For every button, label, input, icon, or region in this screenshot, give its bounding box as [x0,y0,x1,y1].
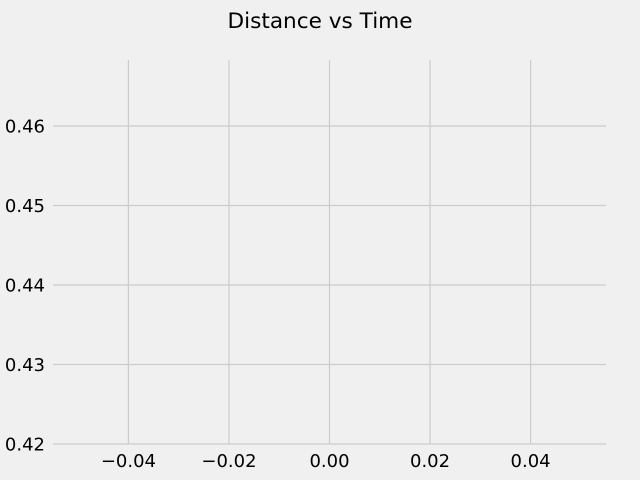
x-tick-label: 0.04 [511,451,551,472]
y-tick-label: 0.45 [5,196,45,217]
y-tick-label: 0.44 [5,275,45,296]
y-axis-ticks: 0.42 0.43 0.44 0.45 0.46 [5,116,45,455]
y-tick-label: 0.42 [5,435,45,456]
x-tick-label: −0.02 [201,451,256,472]
y-tick-label: 0.43 [5,355,45,376]
x-tick-label: 0.02 [410,451,450,472]
x-tick-label: 0.00 [309,451,349,472]
x-tick-label: −0.04 [101,451,156,472]
chart-title: Distance vs Time [227,9,412,34]
grid [53,60,606,445]
x-axis-ticks: −0.04 −0.02 0.00 0.02 0.04 [101,451,551,472]
y-tick-label: 0.46 [5,116,45,137]
